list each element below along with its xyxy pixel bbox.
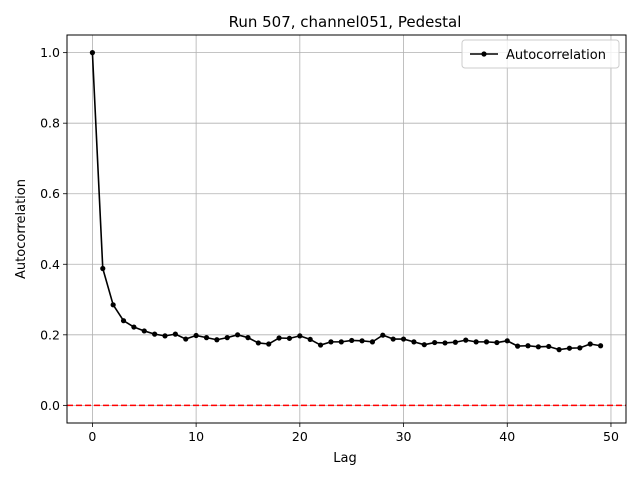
- data-point: [286, 335, 293, 341]
- data-point: [504, 338, 510, 344]
- data-point: [494, 339, 500, 346]
- data-point: [297, 333, 303, 339]
- data-point: [380, 332, 386, 338]
- data-point: [400, 336, 407, 342]
- y-tick-label: 0.4: [40, 257, 60, 272]
- data-point: [152, 331, 158, 337]
- legend: Autocorrelation: [461, 39, 620, 69]
- data-point: [276, 335, 282, 341]
- data-point: [411, 339, 417, 345]
- data-point: [535, 344, 541, 350]
- data-point: [483, 339, 490, 345]
- axis-ticks: 0 10 20 30 40 50 0.0 0.2 0.4 0.6 0.8 1.0: [40, 45, 619, 444]
- x-tick-label: 40: [499, 429, 515, 444]
- data-point: [141, 328, 147, 334]
- data-point: [369, 339, 376, 345]
- data-point: [110, 302, 116, 308]
- data-point: [349, 337, 355, 344]
- data-point: [587, 341, 593, 347]
- data-point: [89, 50, 96, 56]
- x-tick-label: 0: [88, 429, 96, 444]
- x-axis-label: Lag: [333, 451, 356, 466]
- x-tick-label: 10: [188, 429, 204, 444]
- data-point: [359, 338, 365, 344]
- y-tick-label: 0.2: [40, 327, 60, 342]
- legend-label: Autocorrelation: [506, 48, 606, 63]
- data-point: [556, 347, 562, 353]
- data-point: [473, 339, 479, 345]
- x-tick-label: 20: [292, 429, 308, 444]
- data-point: [266, 341, 272, 347]
- data-point: [120, 318, 127, 324]
- data-point: [214, 337, 220, 343]
- data-point: [307, 336, 313, 343]
- data-point: [224, 335, 230, 341]
- data-point: [193, 332, 199, 339]
- y-tick-label: 1.0: [40, 45, 60, 60]
- data-point: [546, 343, 552, 350]
- x-tick-label: 50: [603, 429, 619, 444]
- y-axis-label: Autocorrelation: [14, 179, 29, 279]
- data-point: [421, 342, 427, 348]
- y-tick-label: 0.8: [40, 116, 60, 131]
- data-point: [100, 265, 106, 272]
- data-point: [390, 336, 396, 342]
- chart-title: Run 507, channel051, Pedestal: [229, 13, 462, 31]
- data-point: [235, 332, 241, 338]
- data-point: [338, 339, 344, 345]
- data-point: [131, 324, 137, 330]
- series-layer: [89, 50, 604, 353]
- data-point: [162, 333, 168, 339]
- data-point: [183, 336, 189, 342]
- y-tick-label: 0.6: [40, 186, 60, 201]
- data-point: [452, 339, 458, 345]
- data-point: [172, 331, 178, 337]
- legend-box: [461, 39, 620, 69]
- data-point: [525, 343, 531, 349]
- x-tick-label: 30: [396, 429, 412, 444]
- data-point: [432, 339, 438, 346]
- data-point: [597, 343, 604, 349]
- plot-area-frame: [66, 34, 627, 424]
- data-point: [442, 340, 448, 346]
- legend-marker-sample: [481, 51, 487, 57]
- data-point: [255, 340, 261, 346]
- y-tick-label: 0.0: [40, 398, 60, 413]
- data-point: [328, 339, 334, 345]
- data-point: [577, 345, 583, 351]
- data-point: [203, 335, 210, 341]
- data-point: [566, 345, 573, 351]
- data-point: [515, 343, 521, 349]
- data-point: [317, 342, 324, 348]
- data-point: [463, 337, 469, 343]
- data-point: [245, 335, 251, 341]
